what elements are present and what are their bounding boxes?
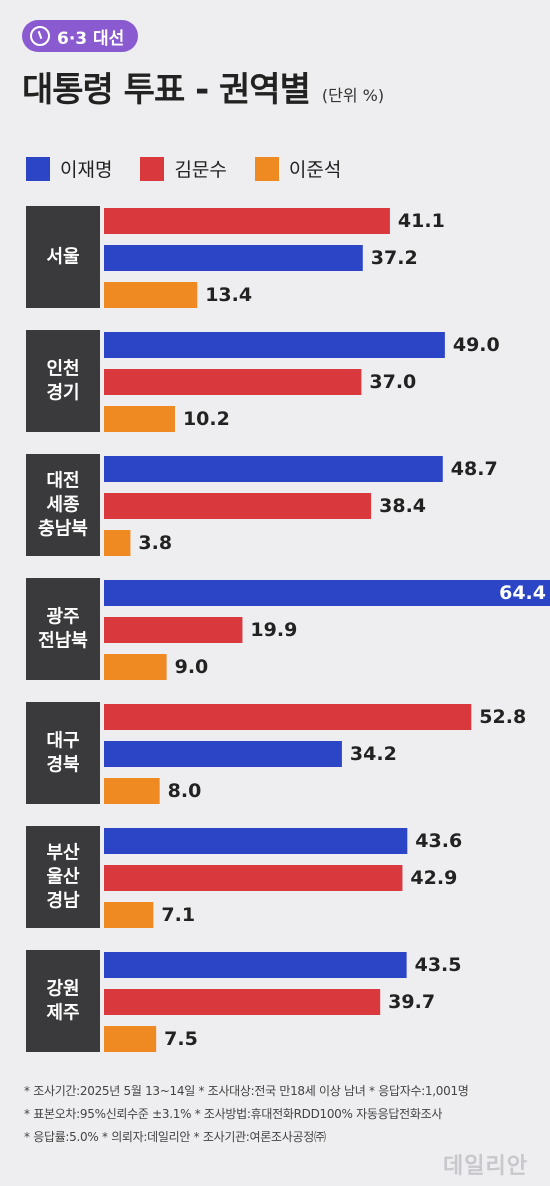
legend-label-lee-js: 이준석 bbox=[288, 159, 342, 181]
footer-notes: * 조사기간:2025년 5월 13~14일 * 조사대상:전국 만18세 이상… bbox=[24, 1080, 524, 1149]
region-label: 세종 bbox=[46, 495, 79, 516]
data-label: 39.7 bbox=[388, 991, 435, 1013]
bar bbox=[104, 902, 154, 928]
data-label: 37.0 bbox=[369, 371, 416, 393]
data-label: 8.0 bbox=[168, 780, 202, 802]
legend-item-lee-js: 이준석 bbox=[254, 155, 342, 182]
region-box bbox=[26, 578, 100, 680]
bar bbox=[104, 778, 160, 804]
footer-line: * 응답률:5.0% * 의뢰자:데일리안 * 조사기관:여론조사공정㈜ bbox=[24, 1130, 326, 1144]
data-label: 10.2 bbox=[183, 408, 230, 430]
region-label: 광주 bbox=[46, 607, 79, 628]
data-label: 7.1 bbox=[161, 904, 195, 926]
legend-swatch-lee-js bbox=[254, 156, 279, 181]
region-label: 부산 bbox=[46, 843, 80, 864]
bar bbox=[104, 1026, 157, 1052]
bar bbox=[104, 369, 362, 395]
region-box bbox=[26, 454, 100, 556]
region-label: 울산 bbox=[46, 867, 80, 888]
bar bbox=[104, 493, 372, 519]
legend-item-lee-jm: 이재명 bbox=[26, 155, 112, 182]
legend-label-kim-ms: 김문수 bbox=[174, 159, 227, 181]
region-box bbox=[26, 950, 100, 1052]
data-label: 48.7 bbox=[451, 458, 498, 480]
region-label: 대구 bbox=[46, 731, 79, 752]
bar bbox=[104, 704, 472, 730]
legend-swatch-lee-jm bbox=[26, 156, 50, 181]
region-label: 강원 bbox=[46, 979, 79, 1000]
legend-item-kim-ms: 김문수 bbox=[140, 155, 227, 182]
data-label: 38.4 bbox=[379, 495, 426, 517]
legend-swatch-kim-ms bbox=[140, 156, 165, 181]
bar bbox=[104, 741, 342, 767]
bar bbox=[104, 654, 167, 680]
bar bbox=[104, 989, 381, 1015]
chart-unit: (단위 %) bbox=[321, 86, 385, 105]
region-label: 경기 bbox=[46, 383, 79, 404]
bar bbox=[104, 952, 407, 978]
region-label: 서울 bbox=[46, 247, 79, 268]
watermark-logo: 데일리안 bbox=[443, 1154, 528, 1179]
data-label: 64.4 bbox=[499, 582, 546, 604]
region-label: 인천 bbox=[46, 359, 79, 380]
data-label: 49.0 bbox=[453, 334, 500, 356]
bar bbox=[104, 332, 445, 358]
data-label: 3.8 bbox=[138, 532, 172, 554]
data-label: 9.0 bbox=[175, 656, 209, 678]
region-box bbox=[26, 330, 100, 432]
footer-line: * 조사기간:2025년 5월 13~14일 * 조사대상:전국 만18세 이상… bbox=[24, 1084, 469, 1098]
data-label: 43.5 bbox=[415, 954, 462, 976]
footer-line: * 표본오차:95%신뢰수준 ±3.1% * 조사방법:휴대전화RDD100% … bbox=[24, 1107, 443, 1121]
legend: 이재명 김문수 이준석 bbox=[26, 155, 369, 182]
title-row: 대통령 투표 - 권역별 (단위 %) bbox=[22, 62, 384, 111]
election-badge: 6·3 대선 bbox=[22, 20, 139, 52]
data-label: 43.6 bbox=[415, 830, 462, 852]
region-label: 전남북 bbox=[38, 631, 88, 652]
bar bbox=[104, 456, 443, 482]
data-label: 34.2 bbox=[350, 743, 397, 765]
bar bbox=[104, 208, 390, 234]
bar bbox=[104, 617, 243, 643]
data-label: 42.9 bbox=[410, 867, 457, 889]
data-label: 37.2 bbox=[371, 247, 418, 269]
bar bbox=[104, 282, 198, 308]
bar bbox=[104, 580, 550, 606]
bar bbox=[104, 865, 403, 891]
region-box bbox=[26, 826, 100, 928]
region-box bbox=[26, 206, 100, 308]
chart-title: 대통령 투표 - 권역별 bbox=[22, 70, 311, 110]
data-label: 19.9 bbox=[250, 619, 297, 641]
bar bbox=[104, 530, 131, 556]
region-label: 제주 bbox=[46, 1003, 79, 1024]
region-label: 경남 bbox=[46, 891, 80, 912]
badge-label: 6·3 대선 bbox=[57, 28, 125, 49]
bar bbox=[104, 828, 408, 854]
data-label: 7.5 bbox=[164, 1028, 198, 1050]
bar bbox=[104, 245, 363, 271]
region-label: 대전 bbox=[46, 471, 79, 492]
clock-icon bbox=[30, 26, 50, 46]
data-label: 52.8 bbox=[479, 706, 526, 728]
region-label: 충남북 bbox=[38, 519, 88, 540]
bar bbox=[104, 406, 175, 432]
region-label: 경북 bbox=[46, 755, 79, 776]
data-label: 41.1 bbox=[398, 210, 445, 232]
legend-label-lee-jm: 이재명 bbox=[60, 159, 113, 181]
region-box bbox=[26, 702, 100, 804]
data-label: 13.4 bbox=[205, 284, 252, 306]
